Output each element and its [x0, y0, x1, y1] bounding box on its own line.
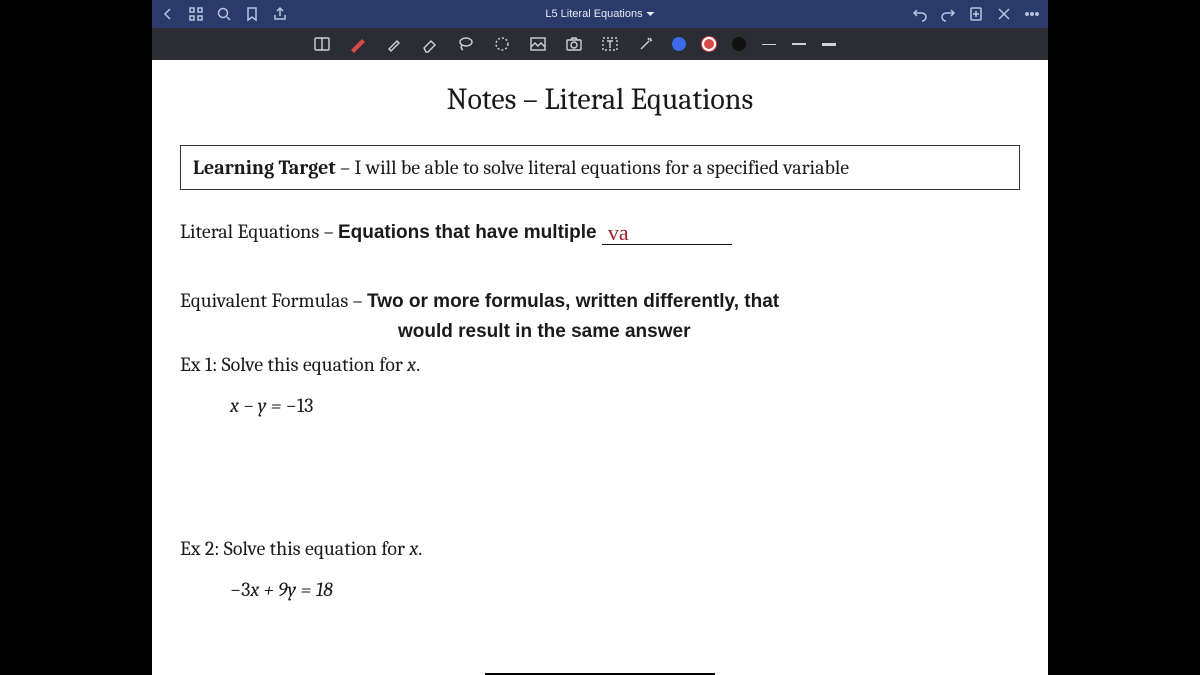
equivalent-section: Equivalent Formulas – Two or more formul…	[180, 289, 1020, 343]
literal-eq-def: Equations that have multiple	[338, 222, 602, 243]
literal-eq-row: Literal Equations – Equations that have …	[180, 218, 1020, 245]
document-page: Notes – Literal Equations Learning Targe…	[152, 60, 1048, 675]
stroke-med[interactable]	[792, 43, 806, 45]
learning-target-box: Learning Target – I will be able to solv…	[180, 145, 1020, 190]
handwriting: va	[602, 220, 629, 245]
page-title: Notes – Literal Equations	[180, 82, 1020, 117]
grid-icon[interactable]	[188, 6, 204, 22]
image-icon[interactable]	[528, 34, 548, 54]
undo-icon[interactable]	[912, 6, 928, 22]
toolbar	[152, 28, 1048, 60]
literal-eq-label: Literal Equations –	[180, 220, 338, 243]
color-black[interactable]	[732, 37, 746, 51]
ex1-label: Ex 1: Solve this equation for x.	[180, 353, 1020, 376]
ex2-label: Ex 2: Solve this equation for x.	[180, 537, 1020, 560]
laser-icon[interactable]	[636, 34, 656, 54]
redo-icon[interactable]	[940, 6, 956, 22]
color-red[interactable]	[702, 37, 716, 51]
ex1-equation: x − y = −13	[230, 394, 1020, 417]
equiv-def1: Two or more formulas, written differentl…	[367, 291, 779, 312]
fill-blank: va	[602, 218, 732, 245]
camera-icon[interactable]	[564, 34, 584, 54]
read-mode-icon[interactable]	[312, 34, 332, 54]
equiv-def2: would result in the same answer	[398, 321, 1020, 343]
text-tool-icon[interactable]	[600, 34, 620, 54]
add-page-icon[interactable]	[968, 6, 984, 22]
eraser-icon[interactable]	[420, 34, 440, 54]
more-icon[interactable]	[1024, 6, 1040, 22]
equiv-label: Equivalent Formulas –	[180, 289, 367, 312]
share-icon[interactable]	[272, 6, 288, 22]
search-icon[interactable]	[216, 6, 232, 22]
ex2-equation: −3x + 9y = 18	[230, 578, 1020, 601]
close-icon[interactable]	[996, 6, 1012, 22]
lasso-icon[interactable]	[456, 34, 476, 54]
bookmark-icon[interactable]	[244, 6, 260, 22]
shape-icon[interactable]	[492, 34, 512, 54]
header-left-group	[160, 6, 288, 22]
stroke-thick[interactable]	[822, 43, 836, 46]
stroke-thin[interactable]	[762, 44, 776, 45]
learning-target-text: – I will be able to solve literal equati…	[336, 156, 849, 179]
learning-target-label: Learning Target	[193, 156, 336, 179]
title-text: L5 Literal Equations	[545, 8, 642, 20]
header-bar: L5 Literal Equations	[152, 0, 1048, 28]
color-blue[interactable]	[672, 37, 686, 51]
back-icon[interactable]	[160, 6, 176, 22]
header-right-group	[912, 6, 1040, 22]
pen-tool-icon[interactable]	[348, 34, 368, 54]
document-title[interactable]: L5 Literal Equations	[545, 8, 654, 20]
app-window: L5 Literal Equations	[152, 0, 1048, 675]
chevron-down-icon	[647, 12, 655, 16]
highlighter-icon[interactable]	[384, 34, 404, 54]
